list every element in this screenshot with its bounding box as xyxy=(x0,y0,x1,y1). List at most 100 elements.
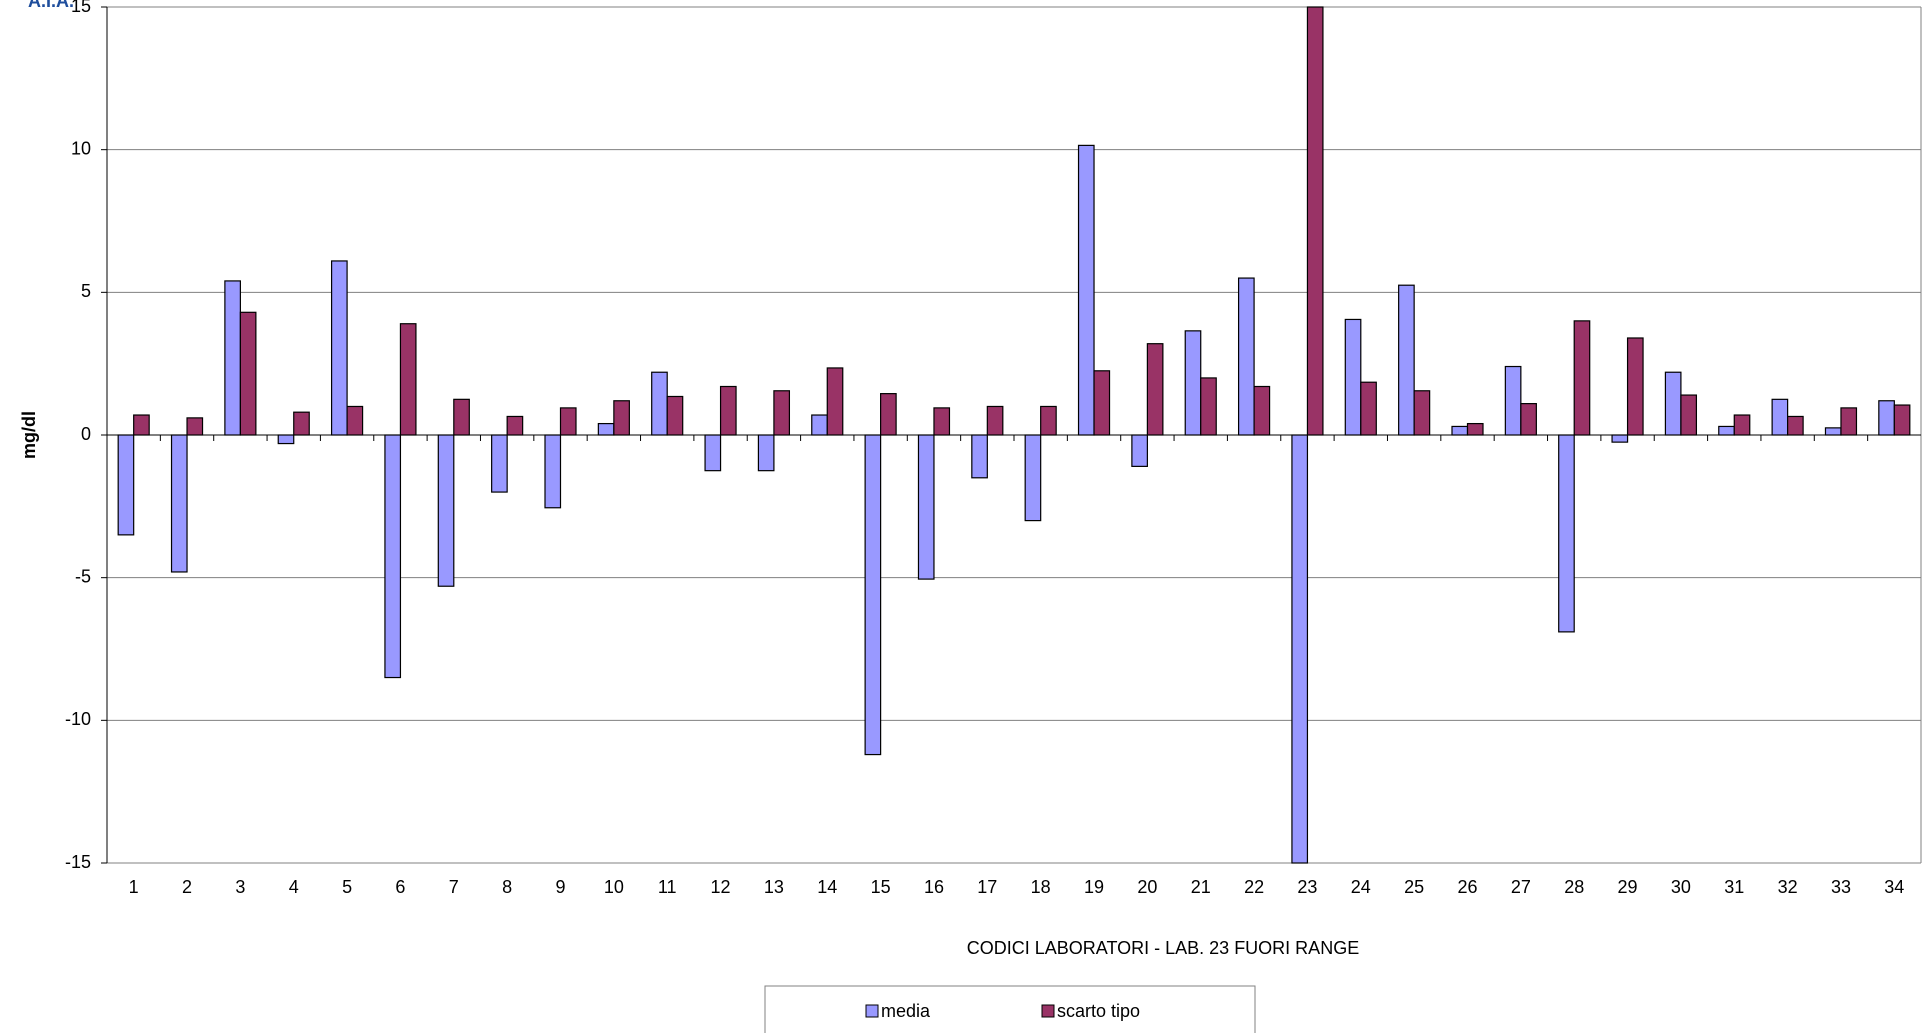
x-tick-label: 15 xyxy=(871,877,891,897)
bar xyxy=(1344,318,1362,436)
bar xyxy=(1306,6,1324,436)
bar xyxy=(1146,343,1164,436)
bar xyxy=(399,323,417,436)
bar xyxy=(346,405,364,436)
bar xyxy=(1878,400,1895,436)
logo: A.I.A. xyxy=(28,0,74,11)
x-tick-label: 19 xyxy=(1084,877,1104,897)
legend-label: scarto tipo xyxy=(1057,1001,1140,1021)
y-axis-title: mg/dl xyxy=(19,411,39,459)
x-tick-label: 1 xyxy=(129,877,139,897)
x-tick-label: 13 xyxy=(764,877,784,897)
bar xyxy=(1077,144,1095,436)
x-tick-label: 20 xyxy=(1137,877,1157,897)
x-tick-label: 26 xyxy=(1457,877,1477,897)
bar xyxy=(1253,385,1271,436)
bar xyxy=(1680,394,1698,436)
bar xyxy=(773,390,791,436)
bar xyxy=(224,280,241,436)
bar xyxy=(1360,381,1377,436)
bar xyxy=(917,434,935,580)
bar xyxy=(1824,427,1842,436)
y-tick-label: -5 xyxy=(75,566,91,586)
x-tick-label: 14 xyxy=(817,877,837,897)
bar xyxy=(826,367,844,436)
bar xyxy=(971,434,988,479)
x-tick-label: 33 xyxy=(1831,877,1851,897)
bar xyxy=(864,434,882,756)
bar xyxy=(1398,284,1415,436)
bar xyxy=(1466,422,1484,436)
x-tick-label: 9 xyxy=(555,877,565,897)
bar xyxy=(1520,403,1537,436)
bar xyxy=(1893,404,1911,436)
bar xyxy=(704,434,722,472)
bar xyxy=(1291,434,1309,864)
x-tick-label: 23 xyxy=(1297,877,1317,897)
bar xyxy=(117,434,135,536)
x-tick-label: 24 xyxy=(1351,877,1371,897)
bar xyxy=(1733,414,1751,436)
bar xyxy=(1573,320,1591,436)
bar xyxy=(1184,330,1202,436)
bar xyxy=(1131,434,1148,467)
bar xyxy=(1093,370,1111,436)
x-tick-label: 12 xyxy=(711,877,731,897)
bar xyxy=(384,434,402,679)
bar xyxy=(1840,407,1858,436)
bar xyxy=(1611,434,1629,443)
x-tick-label: 25 xyxy=(1404,877,1424,897)
bar xyxy=(544,434,562,509)
bar xyxy=(986,405,1004,436)
x-tick-label: 10 xyxy=(604,877,624,897)
legend xyxy=(764,985,1256,1033)
x-tick-label: 6 xyxy=(395,877,405,897)
bar xyxy=(1771,398,1789,436)
x-tick-label: 7 xyxy=(449,877,459,897)
bar xyxy=(1558,434,1575,633)
bar xyxy=(719,385,737,436)
x-tick-label: 8 xyxy=(502,877,512,897)
y-tick-label: 5 xyxy=(81,281,91,301)
bar xyxy=(491,434,508,493)
bar xyxy=(559,407,577,436)
x-tick-label: 5 xyxy=(342,877,352,897)
bar xyxy=(651,371,668,436)
bar xyxy=(1451,425,1469,436)
bar xyxy=(666,395,684,436)
x-tick-label: 30 xyxy=(1671,877,1691,897)
bar xyxy=(1413,390,1431,436)
bar xyxy=(186,417,204,436)
x-tick-label: 29 xyxy=(1618,877,1638,897)
bar xyxy=(170,434,188,573)
x-tick-label: 21 xyxy=(1191,877,1211,897)
x-tick-label: 22 xyxy=(1244,877,1264,897)
bar xyxy=(811,414,828,436)
legend-swatch xyxy=(865,1004,879,1018)
legend-label: media xyxy=(881,1001,931,1021)
y-tick-label: -15 xyxy=(65,852,91,872)
bar xyxy=(293,411,310,436)
x-tick-label: 3 xyxy=(235,877,245,897)
y-tick-label: 0 xyxy=(81,424,91,444)
y-tick-label: 15 xyxy=(71,0,91,16)
bar xyxy=(1664,371,1682,436)
bar xyxy=(1787,415,1804,436)
y-tick-label: 10 xyxy=(71,138,91,158)
x-tick-label: 2 xyxy=(182,877,192,897)
bar xyxy=(613,400,630,436)
x-tick-label: 28 xyxy=(1564,877,1584,897)
bar xyxy=(597,422,615,436)
bar xyxy=(1200,377,1217,436)
bar xyxy=(1040,405,1057,436)
x-tick-label: 27 xyxy=(1511,877,1531,897)
legend-swatch xyxy=(1041,1004,1055,1018)
x-tick-label: 16 xyxy=(924,877,944,897)
bar xyxy=(1718,425,1735,436)
x-tick-label: 31 xyxy=(1724,877,1744,897)
x-tick-label: 17 xyxy=(977,877,997,897)
x-tick-label: 4 xyxy=(289,877,299,897)
bar xyxy=(437,434,455,587)
bar xyxy=(880,393,897,436)
x-axis-title: CODICI LABORATORI - LAB. 23 FUORI RANGE xyxy=(967,938,1359,958)
